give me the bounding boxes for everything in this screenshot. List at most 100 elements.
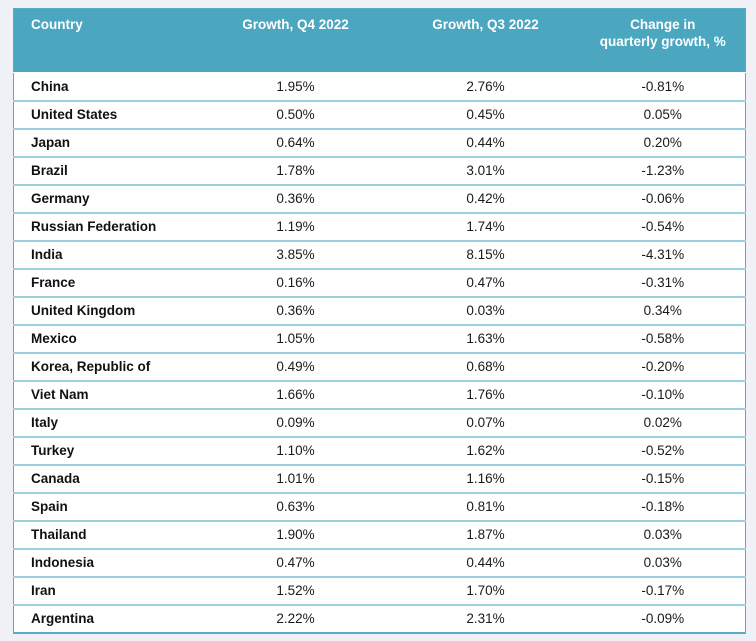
table-row: Italy 0.09% 0.07% 0.02% xyxy=(13,407,746,437)
cell-q4: 0.09% xyxy=(200,407,391,437)
cell-q3: 0.44% xyxy=(390,127,581,157)
table-row: France 0.16% 0.47% -0.31% xyxy=(13,267,746,297)
cell-q4: 0.36% xyxy=(200,183,391,213)
growth-table: Country Growth, Q4 2022 Growth, Q3 2022 … xyxy=(13,8,746,634)
cell-change: 0.02% xyxy=(580,407,746,437)
cell-q4: 0.49% xyxy=(200,351,391,381)
cell-country: Iran xyxy=(13,575,201,605)
table-row: Brazil 1.78% 3.01% -1.23% xyxy=(13,155,746,185)
cell-country: United States xyxy=(13,99,201,129)
table-row: Canada 1.01% 1.16% -0.15% xyxy=(13,463,746,493)
cell-change: 0.03% xyxy=(580,547,746,577)
cell-q3: 0.44% xyxy=(390,547,581,577)
cell-country: Indonesia xyxy=(13,547,201,577)
header-country: Country xyxy=(13,8,201,73)
cell-country: Viet Nam xyxy=(13,379,201,409)
cell-change: 0.03% xyxy=(580,519,746,549)
cell-q4: 1.05% xyxy=(200,323,391,353)
table-header: Country Growth, Q4 2022 Growth, Q3 2022 … xyxy=(13,8,746,73)
cell-q4: 1.95% xyxy=(200,72,391,101)
cell-country: India xyxy=(13,239,201,269)
cell-country: Argentina xyxy=(13,603,201,633)
table-row: Indonesia 0.47% 0.44% 0.03% xyxy=(13,547,746,577)
cell-country: France xyxy=(13,267,201,297)
cell-q4: 1.78% xyxy=(200,155,391,185)
cell-q3: 1.62% xyxy=(390,435,581,465)
cell-change: 0.20% xyxy=(580,127,746,157)
cell-change: -4.31% xyxy=(580,239,746,269)
header-change-label: Change in quarterly growth, % xyxy=(599,17,726,49)
cell-change: -0.58% xyxy=(580,323,746,353)
cell-country: Turkey xyxy=(13,435,201,465)
cell-q4: 1.66% xyxy=(200,379,391,409)
table-row: United States 0.50% 0.45% 0.05% xyxy=(13,99,746,129)
cell-q3: 8.15% xyxy=(390,239,581,269)
cell-change: 0.05% xyxy=(580,99,746,129)
cell-change: -0.10% xyxy=(580,379,746,409)
cell-q3: 0.42% xyxy=(390,183,581,213)
cell-q3: 1.87% xyxy=(390,519,581,549)
cell-q3: 1.74% xyxy=(390,211,581,241)
table-row: Iran 1.52% 1.70% -0.17% xyxy=(13,575,746,605)
cell-q3: 1.76% xyxy=(390,379,581,409)
cell-q3: 1.16% xyxy=(390,463,581,493)
cell-country: Italy xyxy=(13,407,201,437)
cell-q4: 0.64% xyxy=(200,127,391,157)
cell-country: Germany xyxy=(13,183,201,213)
cell-country: China xyxy=(13,72,201,101)
table-row: Japan 0.64% 0.44% 0.20% xyxy=(13,127,746,157)
table-row: Argentina 2.22% 2.31% -0.09% xyxy=(13,603,746,633)
cell-q4: 1.19% xyxy=(200,211,391,241)
cell-q3: 0.68% xyxy=(390,351,581,381)
table-body: China 1.95% 2.76% -0.81% United States 0.50% 0… xyxy=(13,72,746,633)
cell-country: Mexico xyxy=(13,323,201,353)
table-row: Korea, Republic of 0.49% 0.68% -0.20% xyxy=(13,351,746,381)
cell-change: -0.09% xyxy=(580,603,746,633)
cell-q3: 0.07% xyxy=(390,407,581,437)
cell-q3: 1.63% xyxy=(390,323,581,353)
cell-change: 0.34% xyxy=(580,295,746,325)
cell-country: Brazil xyxy=(13,155,201,185)
header-change-quarterly-growth: Change in quarterly growth, % xyxy=(580,8,746,73)
cell-q4: 1.01% xyxy=(200,463,391,493)
cell-q4: 1.10% xyxy=(200,435,391,465)
cell-country: Russian Federation xyxy=(13,211,201,241)
table-row: United Kingdom 0.36% 0.03% 0.34% xyxy=(13,295,746,325)
cell-q3: 1.70% xyxy=(390,575,581,605)
table-row: Germany 0.36% 0.42% -0.06% xyxy=(13,183,746,213)
cell-change: -0.81% xyxy=(580,72,746,101)
cell-q4: 1.52% xyxy=(200,575,391,605)
cell-country: Japan xyxy=(13,127,201,157)
table-row: Turkey 1.10% 1.62% -0.52% xyxy=(13,435,746,465)
cell-change: -1.23% xyxy=(580,155,746,185)
cell-q4: 2.22% xyxy=(200,603,391,633)
header-row: Country Growth, Q4 2022 Growth, Q3 2022 … xyxy=(13,8,746,73)
cell-q3: 0.81% xyxy=(390,491,581,521)
table-row: China 1.95% 2.76% -0.81% xyxy=(13,72,746,101)
cell-change: -0.06% xyxy=(580,183,746,213)
cell-q3: 3.01% xyxy=(390,155,581,185)
cell-change: -0.17% xyxy=(580,575,746,605)
header-growth-q3-2022: Growth, Q3 2022 xyxy=(390,8,581,73)
table-row: Russian Federation 1.19% 1.74% -0.54% xyxy=(13,211,746,241)
table-row: Thailand 1.90% 1.87% 0.03% xyxy=(13,519,746,549)
cell-q4: 1.90% xyxy=(200,519,391,549)
growth-table-container: Country Growth, Q4 2022 Growth, Q3 2022 … xyxy=(13,8,746,634)
cell-change: -0.20% xyxy=(580,351,746,381)
cell-q4: 0.63% xyxy=(200,491,391,521)
cell-country: Thailand xyxy=(13,519,201,549)
cell-change: -0.15% xyxy=(580,463,746,493)
table-row: Spain 0.63% 0.81% -0.18% xyxy=(13,491,746,521)
cell-change: -0.52% xyxy=(580,435,746,465)
cell-change: -0.18% xyxy=(580,491,746,521)
table-row: India 3.85% 8.15% -4.31% xyxy=(13,239,746,269)
cell-q4: 3.85% xyxy=(200,239,391,269)
cell-country: Canada xyxy=(13,463,201,493)
cell-q3: 0.47% xyxy=(390,267,581,297)
cell-q4: 0.47% xyxy=(200,547,391,577)
cell-q3: 0.03% xyxy=(390,295,581,325)
cell-q4: 0.36% xyxy=(200,295,391,325)
cell-q4: 0.16% xyxy=(200,267,391,297)
cell-q3: 2.31% xyxy=(390,603,581,633)
